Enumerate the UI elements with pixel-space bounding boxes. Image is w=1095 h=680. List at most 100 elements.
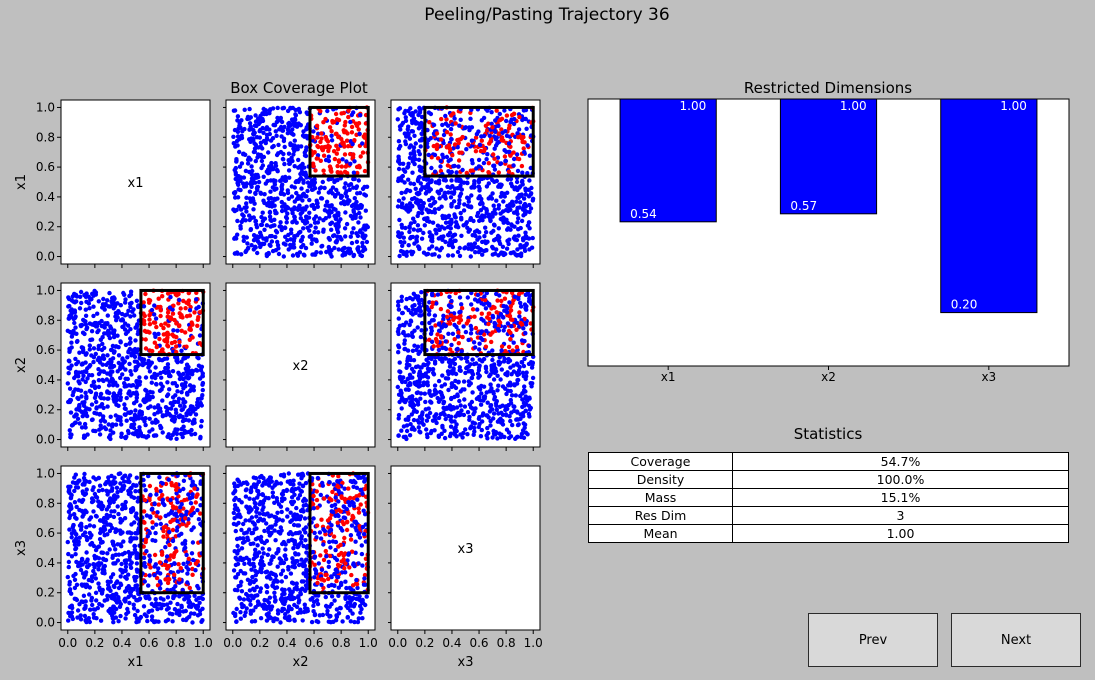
point-outside	[141, 304, 147, 309]
point-outside	[457, 253, 463, 259]
point-outside	[188, 501, 194, 506]
point-outside	[426, 110, 432, 115]
point-outside	[470, 390, 475, 395]
point-outside	[246, 245, 251, 251]
point-outside	[491, 377, 497, 382]
point-outside	[523, 389, 528, 394]
point-outside	[89, 329, 95, 334]
point-outside	[235, 129, 241, 134]
point-outside	[83, 307, 89, 312]
point-outside	[407, 229, 412, 235]
point-outside	[414, 347, 419, 353]
point-outside	[509, 324, 514, 329]
point-outside	[130, 383, 136, 388]
point-outside	[412, 133, 417, 138]
point-outside	[144, 435, 149, 440]
point-outside	[152, 303, 157, 308]
point-outside	[412, 241, 417, 246]
point-outside	[439, 187, 444, 193]
point-outside	[355, 246, 360, 251]
point-outside	[471, 340, 477, 345]
point-outside	[82, 331, 87, 337]
point-inside	[506, 344, 512, 350]
point-outside	[503, 129, 508, 134]
point-outside	[482, 294, 487, 299]
point-outside	[198, 436, 203, 441]
point-outside	[416, 112, 421, 118]
point-outside	[252, 149, 257, 154]
point-outside	[520, 170, 525, 175]
point-outside	[303, 148, 309, 153]
point-outside	[241, 213, 246, 219]
point-outside	[515, 220, 520, 225]
point-outside	[238, 226, 243, 231]
point-outside	[183, 399, 188, 405]
point-outside	[267, 214, 273, 219]
point-outside	[313, 225, 318, 230]
point-outside	[177, 414, 182, 420]
point-outside	[416, 244, 421, 249]
point-outside	[449, 220, 454, 225]
point-outside	[67, 515, 72, 521]
point-outside	[79, 394, 84, 399]
point-outside	[115, 542, 120, 547]
point-outside	[514, 237, 520, 243]
point-outside	[257, 129, 262, 134]
point-outside	[73, 472, 79, 477]
point-outside	[307, 184, 312, 189]
point-outside	[410, 120, 415, 126]
point-outside	[133, 489, 138, 494]
point-inside	[192, 310, 197, 315]
point-outside	[358, 113, 363, 118]
point-outside	[72, 488, 77, 494]
point-outside	[400, 225, 405, 230]
point-outside	[326, 235, 331, 241]
point-outside	[175, 519, 180, 524]
point-outside	[239, 133, 244, 138]
point-outside	[77, 421, 82, 426]
point-outside	[521, 206, 526, 211]
point-outside	[93, 547, 99, 553]
point-outside	[66, 559, 72, 565]
point-outside	[479, 176, 484, 182]
point-outside	[440, 152, 445, 157]
point-inside	[345, 171, 350, 176]
point-outside	[462, 202, 467, 207]
point-outside	[152, 501, 157, 507]
point-outside	[428, 430, 433, 436]
point-outside	[484, 157, 489, 162]
point-outside	[69, 345, 74, 350]
point-outside	[235, 114, 241, 119]
point-outside	[146, 365, 151, 370]
point-outside	[242, 205, 247, 210]
point-outside	[96, 328, 101, 333]
point-outside	[241, 152, 246, 157]
point-inside	[343, 119, 348, 125]
point-outside	[76, 405, 81, 410]
point-outside	[118, 395, 124, 400]
point-outside	[279, 187, 285, 192]
point-outside	[411, 145, 417, 150]
point-outside	[465, 225, 470, 230]
point-outside	[466, 199, 471, 204]
point-outside	[124, 418, 129, 423]
point-outside	[141, 483, 147, 488]
point-outside	[350, 141, 355, 147]
point-inside	[456, 140, 461, 146]
point-inside	[168, 519, 173, 525]
point-outside	[274, 186, 279, 191]
point-inside	[183, 330, 188, 335]
point-outside	[482, 248, 487, 254]
point-outside	[511, 408, 517, 414]
box-outline	[308, 105, 370, 178]
point-inside	[445, 309, 451, 314]
point-outside	[260, 146, 265, 151]
point-outside	[256, 145, 261, 150]
point-outside	[288, 141, 293, 146]
point-outside	[65, 574, 71, 580]
point-outside	[286, 247, 291, 252]
point-outside	[178, 403, 183, 408]
point-outside	[495, 373, 500, 378]
point-outside	[181, 609, 186, 614]
point-inside	[339, 164, 344, 169]
